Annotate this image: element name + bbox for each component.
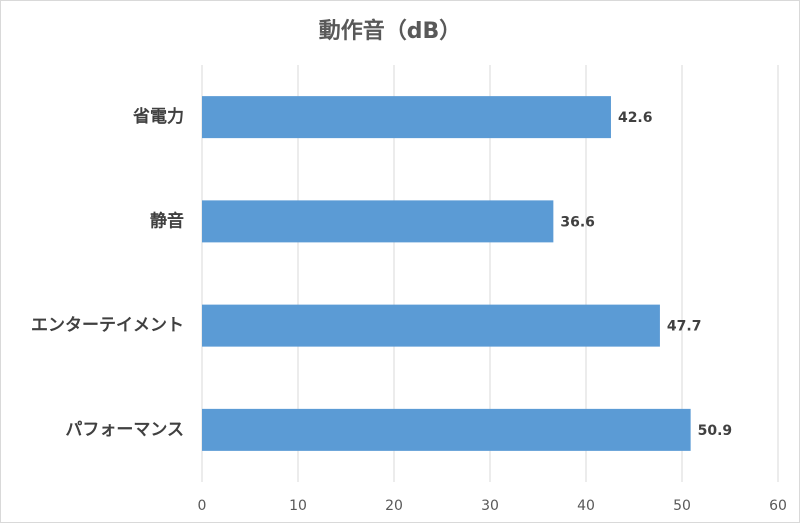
value-label: 50.9 bbox=[698, 423, 733, 439]
y-tick-label: エンターテイメント bbox=[31, 316, 184, 336]
value-label: 47.7 bbox=[667, 319, 702, 335]
bar bbox=[202, 408, 691, 451]
value-label: 36.6 bbox=[560, 214, 595, 230]
chart-title: 動作音（dB） bbox=[319, 18, 462, 44]
x-tick-label: 40 bbox=[577, 498, 595, 514]
bar bbox=[202, 96, 611, 139]
y-tick-label: 静音 bbox=[150, 210, 184, 231]
value-label: 42.6 bbox=[618, 110, 653, 126]
y-tick-label: 省電力 bbox=[132, 106, 184, 127]
bar bbox=[202, 200, 554, 243]
bar bbox=[202, 304, 660, 347]
x-tick-label: 10 bbox=[289, 498, 307, 514]
x-tick-label: 20 bbox=[385, 498, 403, 514]
x-tick-label: 30 bbox=[481, 498, 499, 514]
x-tick-label: 0 bbox=[198, 498, 207, 514]
x-tick-label: 50 bbox=[673, 498, 691, 514]
y-tick-label: パフォーマンス bbox=[65, 420, 184, 440]
x-tick-label: 60 bbox=[769, 498, 787, 514]
